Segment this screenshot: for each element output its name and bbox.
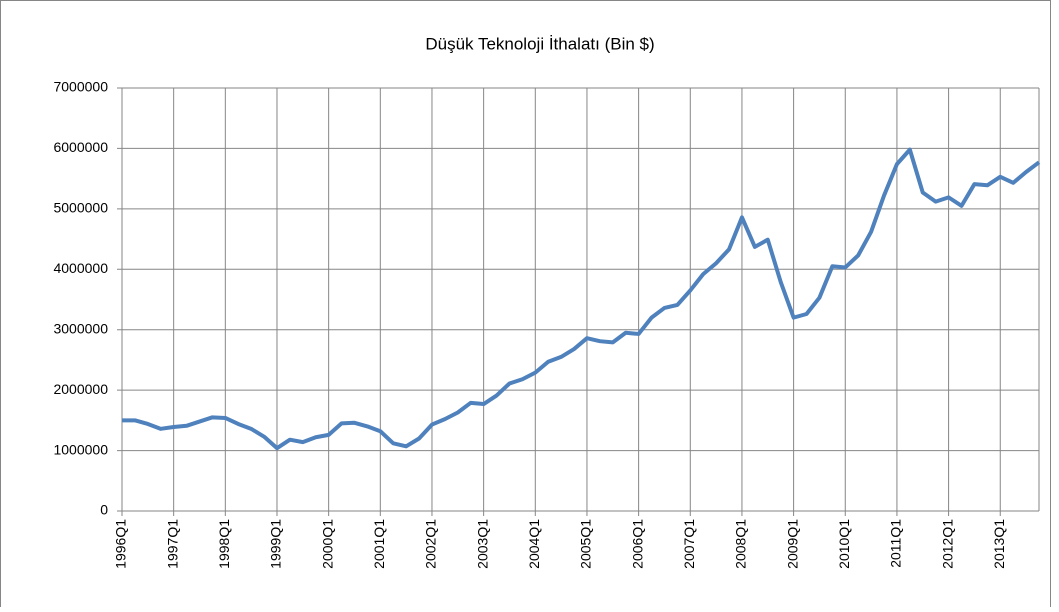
x-tick-label: 2008Q1: [733, 519, 749, 569]
x-tick-label: 2002Q1: [423, 519, 439, 569]
y-tick-label: 4000000: [53, 260, 108, 276]
chart-title: Düşük Teknoloji İthalatı (Bin $): [425, 34, 654, 53]
x-tick-label: 1997Q1: [164, 519, 180, 569]
y-tick-label: 7000000: [53, 79, 108, 95]
y-tick-label: 2000000: [53, 381, 108, 397]
x-tick-label: 2005Q1: [578, 519, 594, 569]
x-tick-label: 2006Q1: [629, 519, 645, 569]
x-tick-label: 2007Q1: [681, 519, 697, 569]
y-tick-label: 3000000: [53, 320, 108, 336]
x-tick-label: 1998Q1: [216, 519, 232, 569]
y-tick-label: 6000000: [53, 139, 108, 155]
x-tick-label: 2000Q1: [319, 519, 335, 569]
x-tick-label: 2001Q1: [371, 519, 387, 569]
y-tick-label: 5000000: [53, 200, 108, 216]
x-tick-label: 1999Q1: [268, 519, 284, 569]
x-tick-label: 2004Q1: [526, 519, 542, 569]
x-tick-label: 2012Q1: [939, 519, 955, 569]
x-tick-label: 2010Q1: [836, 519, 852, 569]
x-tick-label: 2003Q1: [474, 519, 490, 569]
x-tick-label: 2013Q1: [991, 519, 1007, 569]
line: [122, 147, 1041, 451]
y-tick-label: 1000000: [53, 441, 108, 457]
x-tick-label: 2009Q1: [784, 519, 800, 569]
x-tick-label: 1996Q1: [113, 519, 129, 569]
x-tick-label: 2011Q1: [888, 519, 904, 568]
y-tick-label: 0: [100, 502, 108, 518]
